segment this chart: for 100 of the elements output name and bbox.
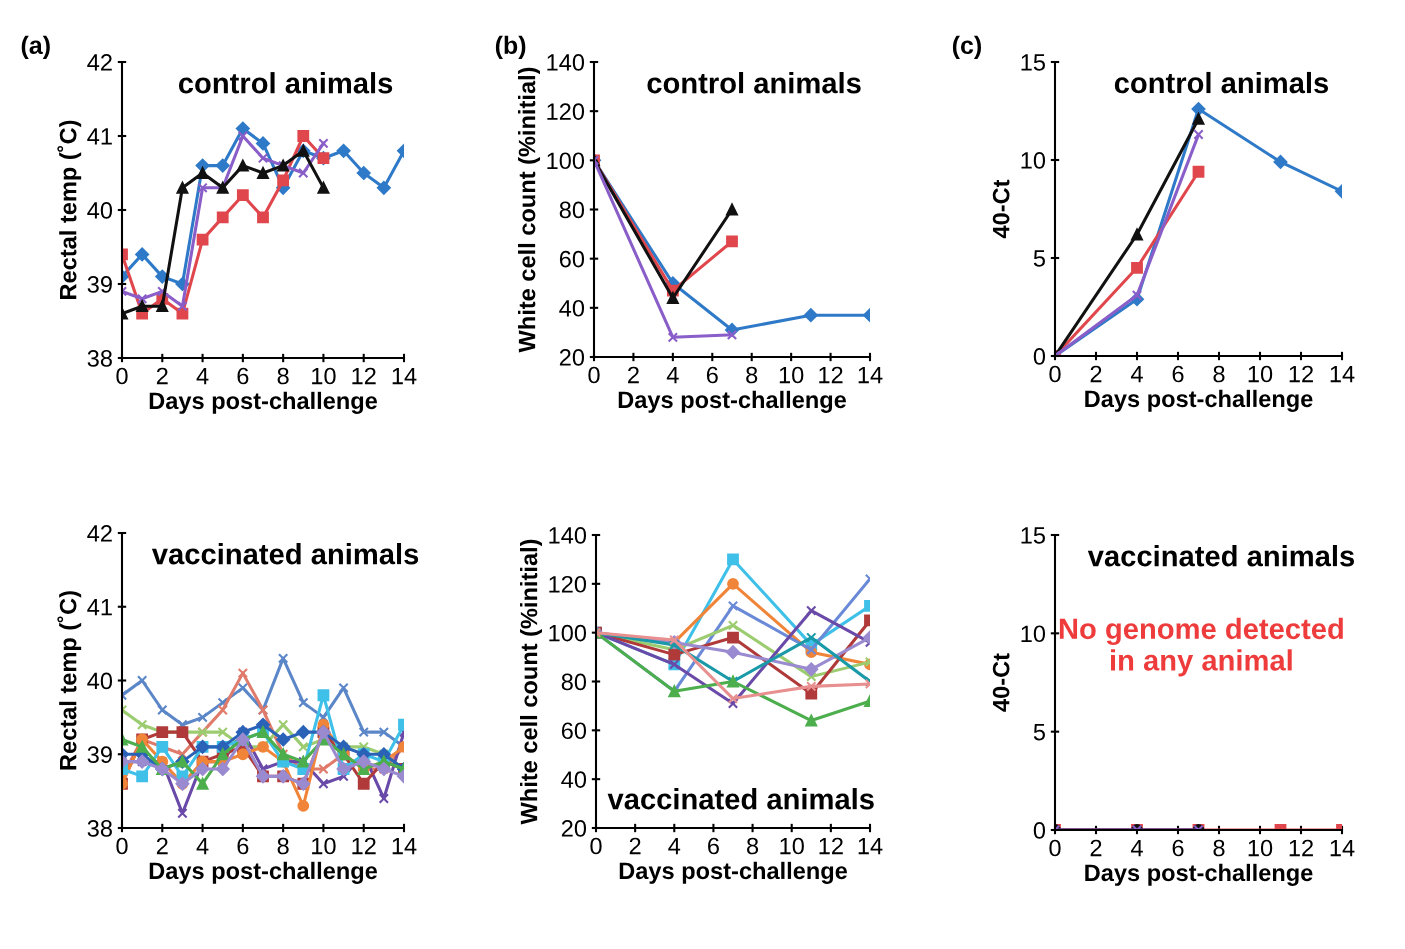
y-tick-label: 140 [547,54,585,71]
y-tick-label: 40 [561,771,587,788]
x-tick-label: 10 [1248,839,1273,857]
chart-title: (c) [952,35,981,60]
x-tick-label: 4 [196,367,209,385]
chart-title: (a) [21,35,50,60]
y-tick-label: 80 [561,673,587,691]
y-tick-label: 15 [1021,54,1045,71]
y-axis-title: White cell count (%initial) [518,67,541,353]
x-tick-label: 12 [1289,365,1313,383]
x-axis-title: Days post-challenge [149,391,378,414]
x-tick-label: 12 [352,367,376,385]
x-axis-title: Days post-challenge [619,861,848,884]
x-tick-label: 4 [1130,365,1143,383]
chart-subtitle: control animals [1114,71,1329,94]
x-tick-label: 10 [312,367,336,385]
x-tick-label: 4 [196,837,209,855]
chart-title: (b) [495,35,526,60]
y-tick-label: 40 [87,672,113,690]
text: vaccinated animals [607,788,874,810]
x-tick-label: 2 [1090,839,1102,857]
x-tick-label: 12 [352,837,376,855]
y-tick-label: 39 [87,746,112,764]
x-tick-label: 2 [628,366,639,384]
x-tick-label: 12 [819,366,843,384]
annotation: No genome detected in any animal [1059,617,1343,677]
y-tick-label: 10 [1021,152,1046,169]
x-axis-title: Days post-challenge [1085,389,1313,412]
x-tick-label: 6 [237,837,249,855]
x-tick-label: 6 [706,366,718,384]
y-tick-label: 42 [87,525,112,542]
y-tick-label: 60 [559,250,585,268]
y-tick-label: 80 [559,201,585,219]
y-axis-title: White cell count (%initial) [520,539,543,825]
x-tick-label: 12 [1289,839,1313,857]
x-tick-label: 14 [1330,839,1355,857]
x-tick-label: 2 [156,837,168,855]
y-tick-label: 42 [87,54,112,71]
y-tick-label: 38 [87,350,112,367]
x-axis-title: Days post-challenge [149,861,378,884]
x-tick-label: 4 [666,366,679,384]
chart-subtitle: vaccinated animals [151,543,419,565]
x-tick-label: 8 [746,366,758,384]
y-tick-label: 10 [1021,625,1046,643]
x-tick-label: 2 [156,367,168,385]
y-tick-label: 15 [1021,527,1045,544]
x-tick-label: 6 [708,837,719,855]
y-tick-label: 20 [561,820,587,837]
x-tick-label: 0 [1049,365,1061,383]
x-tick-label: 0 [588,366,600,384]
x-tick-label: 8 [277,837,289,855]
y-tick-label: 40 [87,202,113,219]
y-tick-label: 100 [549,624,587,642]
chart-subtitle: control animals [647,72,861,94]
x-tick-label: 0 [116,367,128,385]
x-tick-label: 10 [1248,365,1273,383]
chart-subtitle: control animals [178,72,393,94]
y-tick-label: 39 [87,276,112,293]
y-tick-label: 38 [87,820,112,837]
x-tick-label: 10 [780,837,804,855]
y-tick-label: 0 [1033,348,1046,365]
x-tick-label: 6 [237,367,249,385]
y-tick-label: 40 [559,299,585,317]
x-tick-label: 8 [277,367,289,385]
x-tick-label: 14 [858,366,883,384]
chart-subtitle: vaccinated animals [1087,545,1355,567]
x-tick-label: 6 [1172,365,1184,383]
y-tick-label: 120 [547,103,585,120]
y-tick-label: 41 [87,128,112,145]
x-tick-label: 0 [116,837,128,855]
x-tick-label: 2 [629,837,641,855]
x-tick-label: 12 [819,837,843,855]
y-axis-title: 40-Ct [992,653,1010,712]
x-tick-label: 8 [747,837,759,855]
x-tick-label: 4 [668,837,681,855]
x-tick-label: 14 [858,837,883,855]
x-tick-label: 2 [1090,365,1102,383]
x-tick-label: 0 [1049,839,1061,857]
y-tick-label: 5 [1033,250,1045,267]
y-tick-label: 41 [87,599,112,616]
y-tick-label: 120 [549,575,587,593]
x-tick-label: 4 [1130,839,1143,857]
y-tick-label: 100 [547,152,585,170]
y-axis-title: Rectal temp (˚C) [57,591,82,770]
y-tick-label: 0 [1033,822,1046,839]
x-tick-label: 14 [392,367,417,385]
x-tick-label: 8 [1213,365,1225,383]
y-tick-label: 140 [549,527,587,544]
x-tick-label: 10 [779,366,804,384]
x-tick-label: 14 [1330,365,1355,383]
y-axis-title: 40-Ct [992,179,1010,239]
x-tick-label: 14 [392,837,417,855]
x-tick-label: 6 [1172,839,1184,857]
x-axis-title: Days post-challenge [618,390,847,413]
x-axis-title: Days post-challenge [1085,863,1313,886]
y-axis-title: Rectal temp (˚C) [57,120,82,299]
y-tick-label: 20 [559,349,585,366]
x-tick-label: 8 [1213,839,1225,857]
x-tick-label: 0 [590,837,602,855]
y-tick-label: 5 [1033,723,1045,741]
